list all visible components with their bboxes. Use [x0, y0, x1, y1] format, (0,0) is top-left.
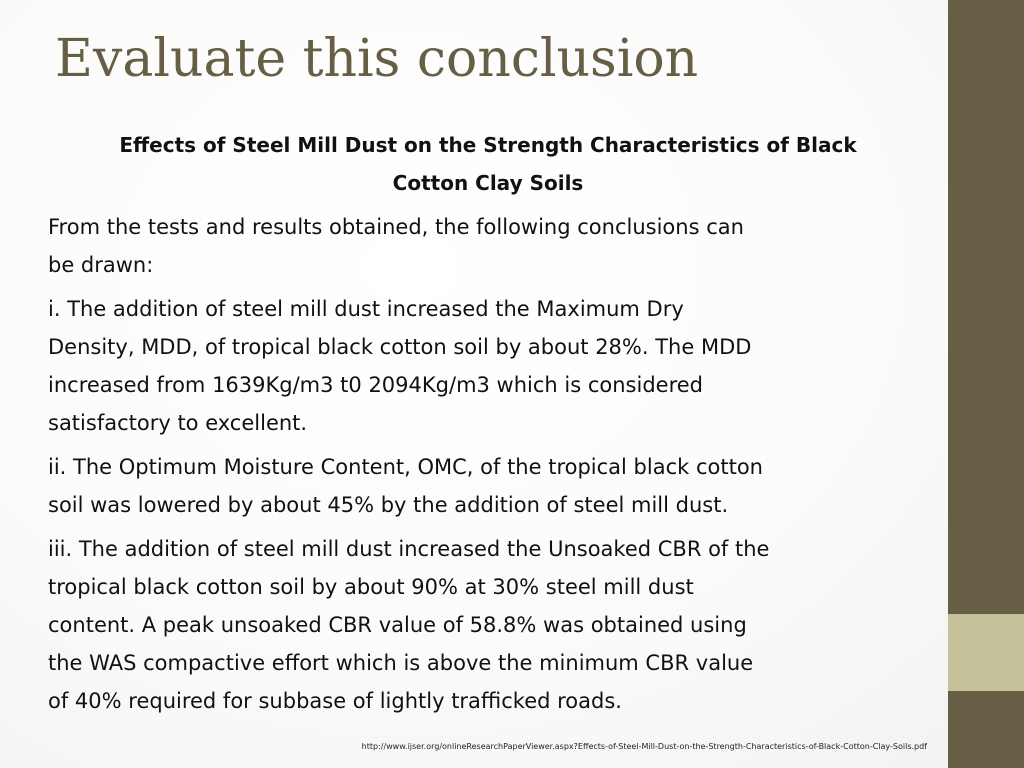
conclusion-iii: iii. The addition of steel mill dust inc…	[48, 537, 770, 713]
slide-content: Effects of Steel Mill Dust on the Streng…	[48, 126, 928, 726]
slide-title: Evaluate this conclusion	[55, 29, 699, 89]
side-bar-accent	[948, 614, 1024, 691]
paper-title: Effects of Steel Mill Dust on the Streng…	[119, 133, 857, 195]
conclusion-ii: ii. The Optimum Moisture Content, OMC, o…	[48, 455, 763, 517]
intro-paragraph: From the tests and results obtained, the…	[48, 215, 744, 277]
conclusion-i: i. The addition of steel mill dust incre…	[48, 297, 752, 435]
source-url: http://www.ijser.org/onlineResearchPaper…	[361, 742, 927, 751]
